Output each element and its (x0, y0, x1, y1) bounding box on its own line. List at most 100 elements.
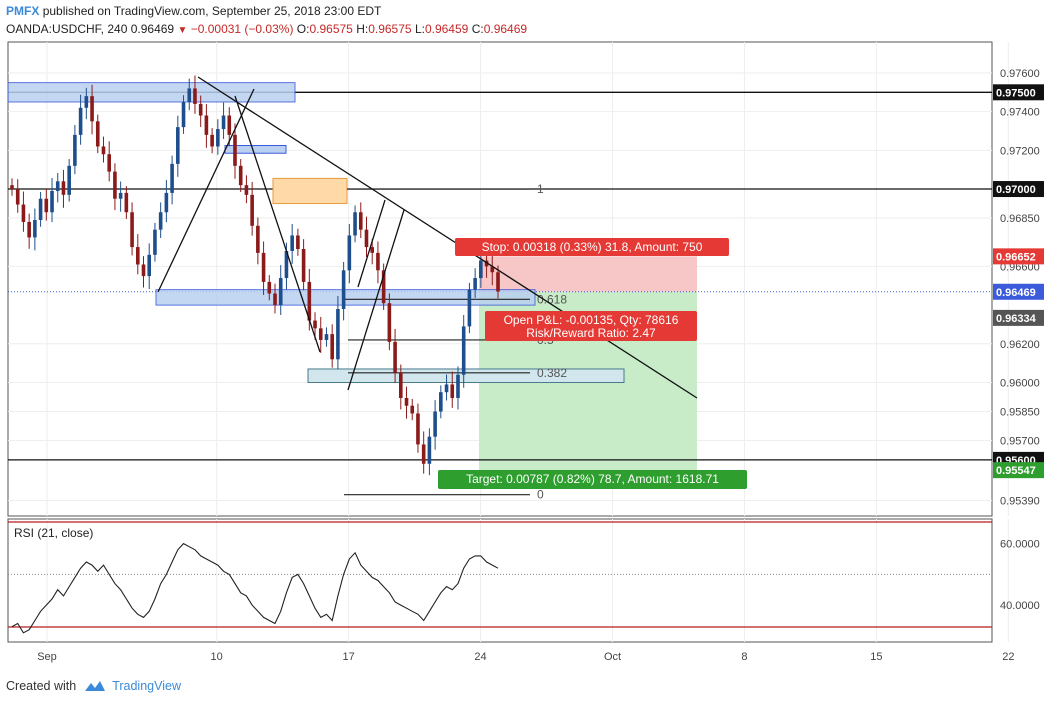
open-value: 0.96575 (309, 22, 353, 36)
candle-body (479, 260, 483, 279)
candle-body (393, 341, 397, 373)
symbol-info: OANDA:USDCHF, 240 0.96469 ▼ −0.00031 (−0… (6, 22, 528, 36)
candle-body (427, 436, 432, 464)
candle-body (95, 121, 100, 147)
target-label-text: Target: 0.00787 (0.82%) 78.7, Amount: 16… (466, 472, 719, 486)
symbol-text: OANDA:USDCHF, 240 (6, 22, 128, 36)
x-tick-label: Sep (37, 651, 57, 663)
pnl-label: Open P&L: -0.00135, Qty: 78616Risk/Rewar… (485, 311, 697, 341)
y-tick-label: 0.96600 (1000, 261, 1040, 273)
close-value: 0.96469 (483, 22, 528, 36)
candle-body (484, 260, 489, 267)
candle-body (238, 165, 243, 186)
candle-body (15, 189, 20, 205)
candle-body (410, 405, 415, 414)
pnl-label-text: Risk/Reward Ratio: 2.47 (526, 326, 656, 340)
candle-body (456, 374, 460, 398)
candle-body (399, 372, 403, 398)
candle-body (341, 270, 346, 309)
candle-body (324, 334, 329, 340)
author-name[interactable]: PMFX (6, 4, 40, 18)
price-badge-text: 0.96469 (996, 287, 1036, 299)
candle-body (153, 229, 157, 255)
candle-body (27, 221, 31, 238)
publish-info: PMFX published on TradingView.com, Septe… (6, 4, 381, 18)
price-badge (993, 309, 1044, 326)
falling-line (234, 95, 321, 353)
y-tick-label: 0.97400 (1000, 107, 1040, 119)
footer: Created with TradingView (6, 679, 181, 693)
candle-body (118, 192, 123, 199)
candle-body (198, 103, 203, 116)
rising-wedge-line (157, 88, 255, 293)
stop-label-text: Stop: 0.00318 (0.33%) 31.8, Amount: 750 (482, 240, 703, 254)
candle-body (473, 278, 477, 290)
candle-body (101, 146, 106, 155)
rsi-title: RSI (21, close) (14, 526, 93, 540)
candle-body (210, 134, 214, 147)
candle-body (33, 219, 37, 238)
y-tick-label: 0.95700 (1000, 436, 1040, 448)
candle-body (381, 270, 386, 304)
price-badge (993, 84, 1044, 101)
last-price: 0.96469 (130, 22, 175, 36)
candle-body (313, 320, 317, 329)
candle-body (467, 289, 472, 327)
y-tick-label: 0.96000 (1000, 378, 1040, 390)
candle-body (290, 235, 294, 251)
candle-body (187, 88, 192, 102)
candle-body (273, 293, 277, 306)
price-badge (993, 283, 1044, 300)
candle-body (193, 88, 197, 104)
price-badge (993, 181, 1044, 198)
candle-body (73, 134, 77, 166)
candle-body (84, 96, 89, 108)
descending-trendline (197, 76, 698, 399)
candle-body (278, 278, 283, 306)
y-tick-label: 0.96200 (1000, 339, 1040, 351)
stop-zone (479, 256, 697, 292)
candle-body (147, 254, 152, 277)
publish-text: published on TradingView.com, September … (42, 4, 382, 18)
candle-body (284, 250, 289, 279)
candle-body (376, 252, 380, 271)
created-with-text: Created with (6, 679, 77, 693)
y-tick-label: 0.95390 (1000, 496, 1040, 508)
candle-body (296, 235, 300, 250)
candle-body (439, 392, 443, 412)
candle-body (227, 115, 232, 135)
fib-level-label: 0 (537, 488, 544, 502)
candle-body (124, 192, 129, 213)
candle-body (221, 115, 226, 130)
candle-body (158, 212, 163, 230)
tradingview-link[interactable]: TradingView (112, 679, 181, 693)
fib-level-label: 0.618 (537, 292, 567, 306)
candle-body (10, 185, 14, 190)
rising-line (347, 209, 405, 391)
candle-body (433, 411, 437, 437)
candle-body (61, 181, 66, 195)
candle-body (130, 212, 134, 248)
target-label-bg (438, 470, 747, 489)
candle-body (141, 264, 146, 277)
candle-body (444, 384, 449, 393)
candle-body (55, 181, 60, 191)
rsi-line (11, 542, 499, 634)
tradingview-logo-icon (85, 681, 106, 691)
candle-body (301, 249, 306, 282)
high-value: 0.96575 (368, 22, 412, 36)
candle-body (496, 272, 500, 292)
stop-label: Stop: 0.00318 (0.33%) 31.8, Amount: 750 (455, 238, 729, 256)
candle-body (450, 384, 455, 398)
candle-body (90, 96, 94, 122)
candle-body (21, 204, 26, 222)
target-label: Target: 0.00787 (0.82%) 78.7, Amount: 16… (438, 470, 747, 489)
candle-body (404, 397, 409, 406)
low-value: 0.96459 (424, 22, 469, 36)
candle-body (250, 194, 254, 226)
candle-body (416, 413, 420, 445)
candle-body (364, 229, 369, 248)
pnl-label-bg (485, 311, 697, 341)
stop-label-bg (455, 238, 729, 256)
